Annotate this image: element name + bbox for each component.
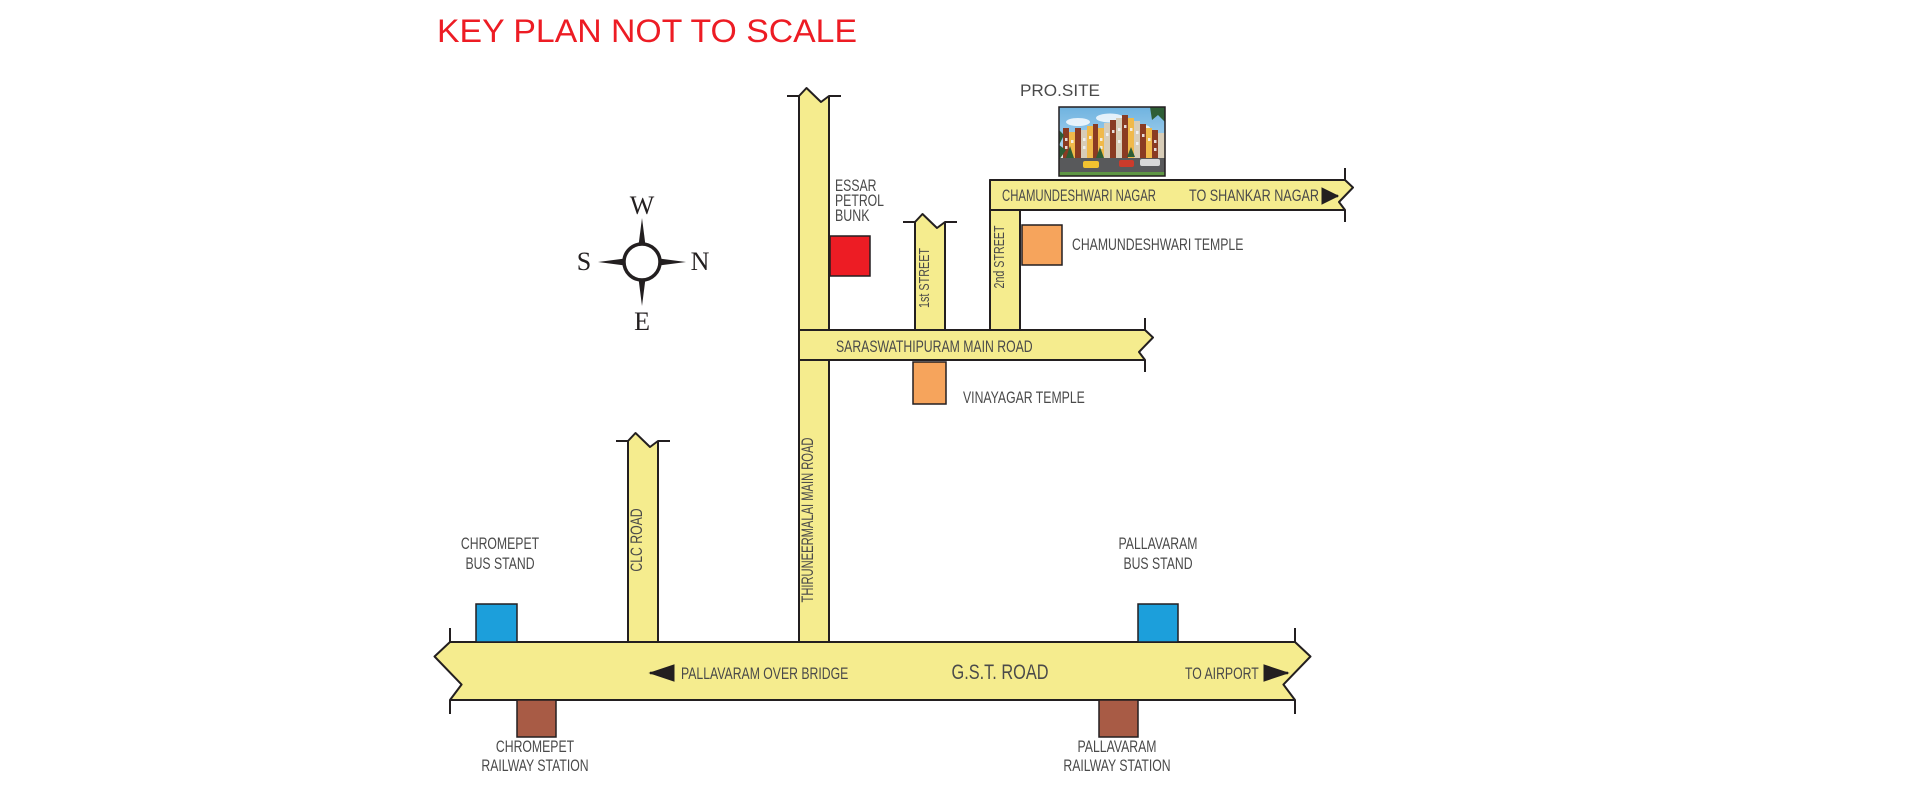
svg-text:2nd STREET: 2nd STREET: [991, 226, 1008, 289]
svg-text:CLC ROAD: CLC ROAD: [627, 508, 646, 571]
svg-text:THIRUNEERMALAI MAIN ROAD: THIRUNEERMALAI MAIN ROAD: [798, 438, 817, 603]
svg-text:CHROMEPET: CHROMEPET: [461, 534, 539, 553]
svg-text:W: W: [630, 191, 655, 220]
svg-text:E: E: [634, 307, 650, 336]
svg-text:BUNK: BUNK: [835, 206, 870, 225]
svg-text:N: N: [691, 247, 710, 276]
svg-text:VINAYAGAR TEMPLE: VINAYAGAR TEMPLE: [963, 388, 1085, 407]
svg-text:RAILWAY STATION: RAILWAY STATION: [1063, 756, 1170, 775]
svg-text:S: S: [577, 247, 591, 276]
svg-text:KEY PLAN NOT TO SCALE: KEY PLAN NOT TO SCALE: [437, 13, 857, 49]
svg-text:TO SHANKAR NAGAR: TO SHANKAR NAGAR: [1189, 186, 1319, 205]
svg-text:G.S.T. ROAD: G.S.T. ROAD: [952, 661, 1049, 684]
svg-text:RAILWAY STATION: RAILWAY STATION: [481, 756, 588, 775]
svg-text:PALLAVARAM OVER BRIDGE: PALLAVARAM OVER BRIDGE: [681, 664, 848, 683]
svg-text:PALLAVARAM: PALLAVARAM: [1119, 534, 1198, 553]
svg-text:CHAMUNDESHWARI TEMPLE: CHAMUNDESHWARI TEMPLE: [1072, 235, 1243, 254]
svg-text:SARASWATHIPURAM MAIN ROAD: SARASWATHIPURAM MAIN ROAD: [836, 337, 1033, 356]
svg-text:PRO.SITE: PRO.SITE: [1020, 81, 1100, 100]
svg-text:1st STREET: 1st STREET: [916, 248, 933, 308]
svg-text:CHAMUNDESHWARI NAGAR: CHAMUNDESHWARI NAGAR: [1002, 186, 1156, 205]
svg-text:TO AIRPORT: TO AIRPORT: [1185, 664, 1259, 683]
svg-text:PALLAVARAM: PALLAVARAM: [1078, 737, 1157, 756]
svg-text:CHROMEPET: CHROMEPET: [496, 737, 574, 756]
svg-text:BUS STAND: BUS STAND: [465, 554, 534, 573]
svg-text:BUS STAND: BUS STAND: [1123, 554, 1192, 573]
